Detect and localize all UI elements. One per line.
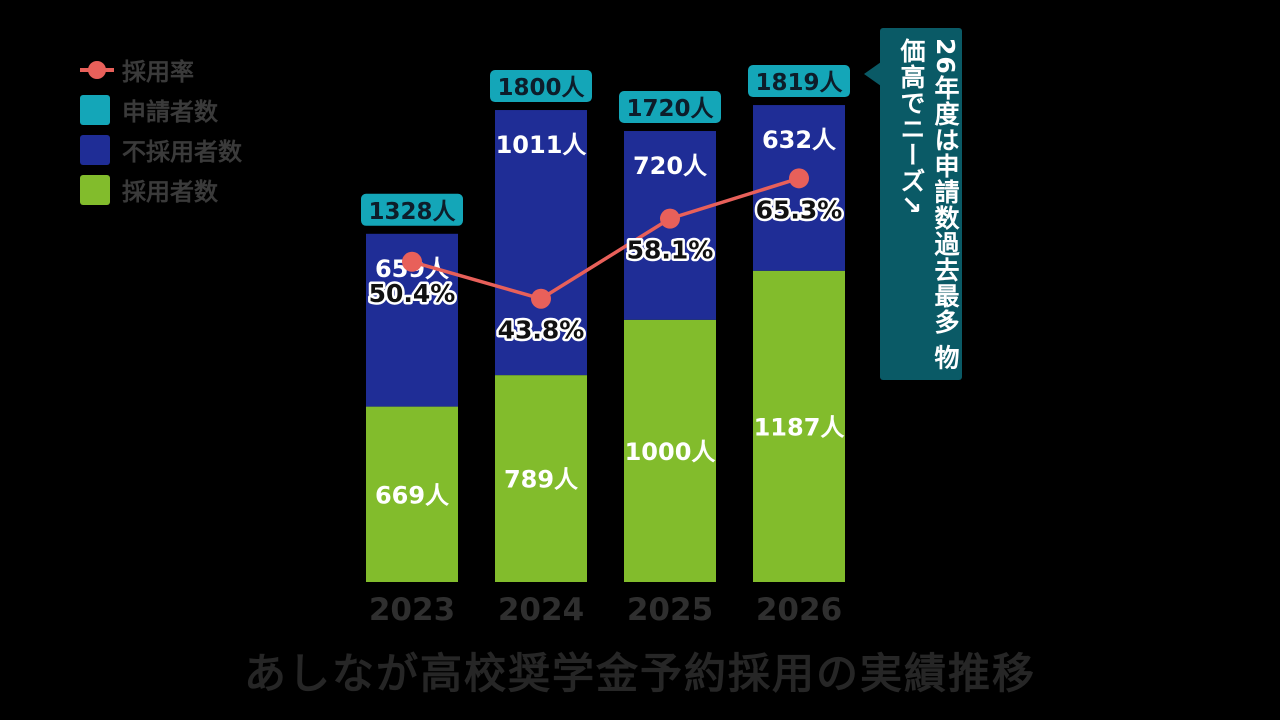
rate-point-2025 xyxy=(660,208,680,229)
total-badge-2023 xyxy=(361,193,463,226)
legend-applicants-swatch xyxy=(80,95,110,125)
rate-label-2025: 58.1% xyxy=(627,236,714,265)
x-tick-2024: 2024 xyxy=(498,592,584,628)
label-adopted-2025: 1000人 xyxy=(625,438,716,466)
legend-rate-marker-icon xyxy=(80,61,114,79)
rate-line xyxy=(411,176,800,301)
rate-label-2023: 50.4% xyxy=(369,279,456,308)
legend-label-applicants: 申請者数 xyxy=(122,98,218,126)
x-tick-2025: 2025 xyxy=(627,592,713,628)
bar-adopted-2023 xyxy=(366,406,458,582)
page-title: あしなが高校奨学金予約採用の実績推移 xyxy=(243,649,1036,698)
label-rejected-2025: 720人 xyxy=(633,152,707,180)
rate-label-2024: 43.8% xyxy=(498,316,585,345)
callout-box xyxy=(880,28,962,380)
bar-rejected-2024 xyxy=(495,110,587,376)
bar-adopted-2025 xyxy=(624,319,716,582)
bar-adopted-2026 xyxy=(753,270,845,582)
label-total-2023: 1328人 xyxy=(368,199,456,225)
legend-item-adopted: 採用者数 xyxy=(80,170,300,210)
legend-label-rejected: 不採用者数 xyxy=(122,138,242,166)
legend-label-rate: 採用率 xyxy=(122,58,194,86)
x-tick-2023: 2023 xyxy=(369,592,455,628)
legend-adopted-swatch xyxy=(80,175,110,205)
label-rejected-2026: 632人 xyxy=(762,126,836,154)
callout-pointer xyxy=(864,62,881,86)
label-adopted-2026: 1187人 xyxy=(754,413,845,441)
label-rejected-2024: 1011人 xyxy=(496,131,587,159)
label-adopted-2023: 669人 xyxy=(375,481,449,509)
rate-point-2024 xyxy=(531,288,551,309)
rate-label-2026: 65.3% xyxy=(756,195,843,224)
legend-item-rate: 採用率 xyxy=(80,50,300,90)
label-total-2026: 1819人 xyxy=(755,70,843,96)
legend-label-adopted: 採用者数 xyxy=(122,178,218,206)
label-adopted-2024: 789人 xyxy=(504,466,578,494)
x-tick-2026: 2026 xyxy=(756,592,842,628)
total-badge-2024 xyxy=(490,70,592,103)
legend-rejected-swatch xyxy=(80,135,110,165)
legend-item-rejected: 不採用者数 xyxy=(80,130,300,170)
legend: 採用率 申請者数 不採用者数 採用者数 xyxy=(80,50,300,210)
rate-point-2023 xyxy=(402,251,422,272)
total-badge-2025 xyxy=(619,91,721,124)
rate-point-2026 xyxy=(789,168,809,189)
label-total-2024: 1800人 xyxy=(497,75,585,101)
total-badge-2026 xyxy=(748,65,850,98)
bar-adopted-2024 xyxy=(495,375,587,582)
callout-text: 26年度は申請数過去最多 物価高でニーズ↗ xyxy=(897,38,960,371)
label-total-2025: 1720人 xyxy=(626,96,714,122)
legend-item-applicants: 申請者数 xyxy=(80,90,300,130)
